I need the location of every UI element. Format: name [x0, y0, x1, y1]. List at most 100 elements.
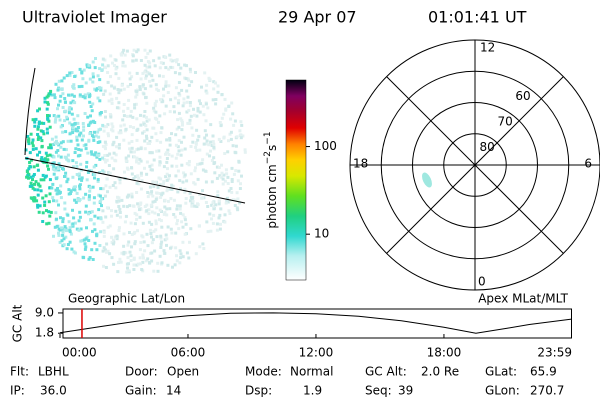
image-pixel — [161, 191, 165, 195]
image-pixel — [54, 82, 58, 86]
image-pixel — [88, 132, 92, 136]
image-pixel — [122, 244, 126, 248]
image-pixel — [185, 162, 189, 166]
image-pixel — [81, 122, 85, 125]
image-pixel — [130, 133, 134, 137]
image-pixel — [190, 204, 194, 208]
image-pixel — [125, 49, 129, 53]
image-pixel — [112, 140, 116, 144]
image-pixel — [175, 254, 178, 258]
image-pixel — [170, 132, 173, 136]
image-pixel — [64, 235, 68, 239]
image-pixel — [152, 109, 156, 113]
image-pixel — [106, 190, 109, 194]
image-pixel — [65, 115, 69, 119]
image-pixel — [61, 92, 65, 96]
image-pixel — [169, 65, 173, 69]
image-pixel — [80, 70, 84, 74]
image-pixel — [164, 233, 168, 237]
image-pixel — [151, 200, 155, 204]
image-pixel — [40, 145, 44, 149]
image-pixel — [136, 202, 140, 206]
image-pixel — [205, 139, 209, 143]
image-pixel — [243, 150, 247, 154]
image-pixel — [208, 154, 211, 158]
image-pixel — [173, 58, 177, 62]
image-pixel — [68, 230, 72, 234]
image-pixel — [85, 178, 89, 182]
image-pixel — [47, 119, 51, 123]
image-pixel — [68, 121, 72, 125]
image-pixel — [29, 196, 33, 200]
image-pixel — [138, 215, 142, 219]
image-pixel — [239, 136, 243, 140]
image-pixel — [31, 186, 35, 190]
image-pixel — [75, 165, 79, 168]
ring-label: 80 — [480, 140, 495, 154]
image-pixel — [238, 134, 242, 137]
image-pixel — [176, 219, 179, 222]
x-tick-label: 00:00 — [62, 346, 97, 360]
hour-label: 6 — [584, 157, 592, 171]
colorbar-tick-label: 10 — [314, 227, 329, 241]
image-pixel — [52, 234, 55, 238]
image-pixel — [230, 190, 234, 194]
image-pixel — [129, 109, 133, 113]
image-pixel — [205, 152, 209, 156]
image-pixel — [183, 63, 187, 67]
image-pixel — [116, 195, 119, 199]
image-pixel — [56, 107, 59, 111]
image-pixel — [132, 256, 136, 260]
image-pixel — [178, 261, 182, 265]
image-pixel — [77, 219, 81, 223]
image-pixel — [85, 165, 88, 169]
image-pixel — [89, 186, 92, 190]
image-pixel — [44, 194, 48, 198]
image-pixel — [110, 256, 114, 260]
image-pixel — [32, 196, 36, 200]
image-pixel — [139, 113, 142, 117]
image-pixel — [103, 125, 107, 129]
image-pixel — [46, 164, 50, 168]
image-pixel — [76, 126, 80, 129]
image-pixel — [223, 97, 227, 101]
image-pixel — [173, 110, 176, 114]
image-pixel — [124, 214, 128, 218]
image-pixel — [96, 130, 100, 134]
field-label: Gain: — [125, 384, 157, 398]
image-pixel — [107, 99, 111, 103]
image-pixel — [44, 158, 48, 162]
image-pixel — [33, 124, 37, 128]
image-pixel — [31, 144, 35, 148]
image-pixel — [34, 147, 38, 151]
image-pixel — [78, 93, 82, 97]
image-pixel — [173, 96, 177, 100]
image-pixel — [80, 178, 84, 182]
image-pixel — [110, 122, 114, 126]
image-pixel — [188, 191, 192, 195]
image-pixel — [92, 165, 96, 169]
image-pixel — [52, 172, 56, 176]
image-pixel — [111, 242, 115, 246]
image-pixel — [130, 172, 134, 176]
image-pixel — [133, 211, 137, 215]
image-pixel — [149, 168, 153, 172]
image-pixel — [95, 248, 99, 252]
image-pixel — [196, 138, 200, 142]
image-pixel — [143, 249, 147, 253]
image-pixel — [83, 96, 87, 100]
image-pixel — [90, 152, 94, 156]
image-pixel — [73, 221, 77, 225]
image-pixel — [152, 126, 156, 130]
image-pixel — [40, 139, 44, 143]
image-pixel — [48, 153, 52, 157]
image-pixel — [188, 240, 191, 244]
image-pixel — [33, 120, 37, 124]
image-pixel — [52, 161, 56, 165]
image-pixel — [194, 141, 198, 145]
image-pixel — [235, 206, 239, 210]
image-pixel — [217, 216, 221, 220]
image-pixel — [136, 229, 139, 233]
image-pixel — [231, 144, 235, 148]
image-pixel — [133, 240, 137, 244]
